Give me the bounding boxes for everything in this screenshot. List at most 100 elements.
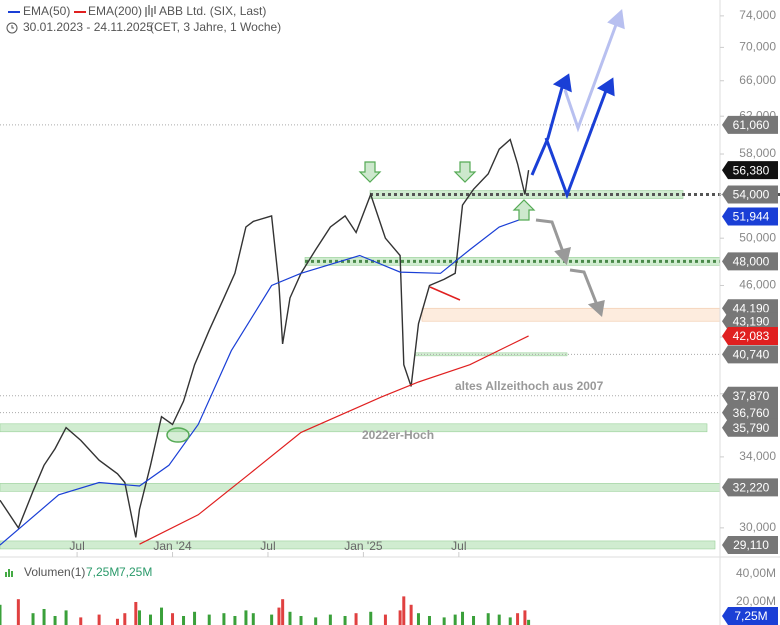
- price-tag-label: 56,380: [733, 163, 770, 177]
- arrowhead: [552, 73, 572, 93]
- y-tick-label: 34,000: [739, 449, 776, 463]
- volume-tag: [722, 607, 778, 625]
- price-tag: [722, 478, 778, 497]
- y-tick-label: 46,000: [739, 278, 776, 292]
- trend-line: [429, 286, 461, 301]
- legend-ema200: EMA(200): [88, 4, 142, 18]
- price-tag: [722, 161, 778, 180]
- arrowhead: [607, 8, 625, 30]
- price-tag-label: 32,220: [733, 481, 770, 495]
- volume-bar: [182, 615, 186, 625]
- volume-bar: [233, 615, 237, 625]
- arrow: [544, 87, 609, 200]
- arrowhead: [596, 77, 615, 97]
- price-tag: [722, 207, 778, 226]
- volume-bar: [16, 599, 20, 625]
- volume-legend: Volumen(1): [24, 565, 85, 579]
- volume-bar: [453, 614, 457, 625]
- support-zone: [0, 423, 708, 433]
- date-range: 30.01.2023 - 24.11.2025: [23, 20, 153, 34]
- x-tick-label: Jan '24: [153, 539, 192, 553]
- arrow: [569, 268, 599, 306]
- volume-bar: [486, 613, 490, 625]
- resistance-zone: [421, 307, 721, 322]
- legend-title: ABB Ltd. (SIX, Last): [159, 4, 266, 18]
- price-tag-label: 51,944: [733, 210, 770, 224]
- volume-bar: [354, 613, 358, 625]
- x-tick-label: Jul: [69, 539, 84, 553]
- y-tick-label: 58,000: [739, 146, 776, 160]
- volume-bar: [527, 619, 531, 625]
- arrowhead: [554, 246, 572, 266]
- price-tag-label: 48,000: [733, 255, 770, 269]
- volume-bar: [281, 599, 285, 625]
- annotation: altes Allzeithoch aus 2007: [455, 379, 604, 393]
- price-tag-label: 61,060: [733, 118, 770, 132]
- y-tick-label: 74,000: [739, 8, 776, 22]
- support-zone: [0, 483, 721, 492]
- volume-bar: [516, 613, 520, 625]
- volume-bar: [314, 617, 318, 625]
- legend-ema50: EMA(50): [23, 4, 70, 18]
- price-tag-label: 36,760: [733, 406, 770, 420]
- volume-bar: [251, 613, 255, 625]
- price-tag-label: 40,740: [733, 348, 770, 362]
- x-tick-label: Jan '25: [344, 539, 383, 553]
- volume-bar: [409, 604, 413, 625]
- price-tag: [722, 115, 778, 134]
- price-tag: [722, 345, 778, 364]
- volume-tag-label: 7,25M: [734, 609, 767, 623]
- price-tag: [722, 252, 778, 271]
- volume-bar: [343, 615, 347, 625]
- timezone-note: (CET, 3 Jahre, 1 Woche): [150, 20, 281, 34]
- volume-bar: [97, 614, 101, 625]
- volume-bar: [115, 618, 119, 625]
- volume-bar: [402, 596, 406, 625]
- price-tags: 61,060 56,380 54,000 51,944 48,000 44,19043,1…: [722, 115, 778, 625]
- y-tick-label: 70,000: [739, 40, 776, 54]
- arrow: [563, 21, 619, 133]
- volume-bar: [416, 613, 420, 625]
- drawings: [166, 8, 625, 443]
- price-tag-label: 44,190: [733, 301, 770, 315]
- volume-bar: [442, 617, 446, 625]
- volume-bar: [523, 610, 527, 625]
- price-tag-label: 43,190: [733, 314, 770, 328]
- volume-bar: [64, 610, 68, 625]
- volume-bar: [244, 610, 248, 625]
- down-arrow: [453, 161, 477, 183]
- volume-bar: [0, 604, 2, 625]
- background: [0, 124, 780, 550]
- price-tag-label: 35,790: [733, 421, 770, 435]
- volume-bar: [270, 614, 274, 625]
- price-tag: [722, 312, 778, 331]
- volume-bar: [123, 613, 127, 625]
- clock-icon: [6, 22, 18, 34]
- volume-bar: [299, 615, 303, 625]
- volume-bar: [149, 614, 153, 625]
- volume-bar: [288, 611, 292, 625]
- volume-bar: [31, 613, 35, 625]
- series-line: [0, 138, 530, 538]
- arrow: [535, 218, 565, 253]
- price-tag-label: 54,000: [733, 188, 770, 202]
- up-arrow: [512, 199, 536, 221]
- volume-legend-value: 7,25M: [86, 565, 119, 579]
- volume-bar: [137, 610, 141, 625]
- y-tick-label: 50,000: [739, 230, 776, 244]
- price-tag: [722, 418, 778, 437]
- series-line: [139, 335, 529, 545]
- price-tag-label: 29,110: [733, 538, 769, 552]
- price-tag: [722, 326, 778, 345]
- volume-bar: [508, 617, 512, 625]
- volume-tick-label: 40,00M: [736, 566, 776, 580]
- price-tag: [722, 386, 778, 405]
- highlight: [166, 427, 190, 443]
- x-tick-label: Jul: [260, 539, 275, 553]
- down-arrow: [358, 161, 382, 183]
- annotation: 2022er-Hoch: [362, 428, 434, 442]
- volume-bar: [207, 614, 211, 625]
- legend-icon: [145, 5, 156, 17]
- volume-bar: [171, 613, 175, 625]
